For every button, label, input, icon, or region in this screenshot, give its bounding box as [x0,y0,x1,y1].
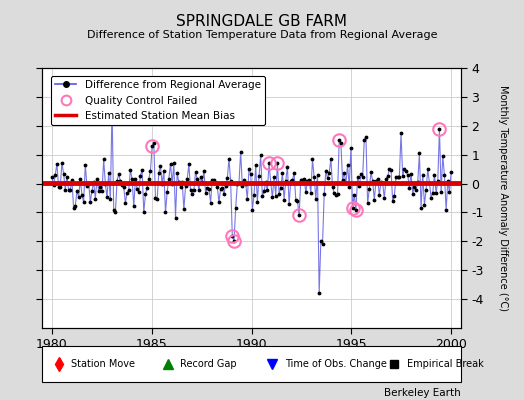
Text: SPRINGDALE GB FARM: SPRINGDALE GB FARM [177,14,347,29]
Text: Empirical Break: Empirical Break [407,359,483,369]
Y-axis label: Monthly Temperature Anomaly Difference (°C): Monthly Temperature Anomaly Difference (… [498,85,508,311]
Text: Time of Obs. Change: Time of Obs. Change [285,359,387,369]
FancyBboxPatch shape [42,346,461,382]
Text: Difference of Station Temperature Data from Regional Average: Difference of Station Temperature Data f… [87,30,437,40]
Text: Station Move: Station Move [71,359,135,369]
Legend: Difference from Regional Average, Quality Control Failed, Estimated Station Mean: Difference from Regional Average, Qualit… [51,76,265,125]
Text: Record Gap: Record Gap [180,359,237,369]
Text: Berkeley Earth: Berkeley Earth [385,388,461,398]
